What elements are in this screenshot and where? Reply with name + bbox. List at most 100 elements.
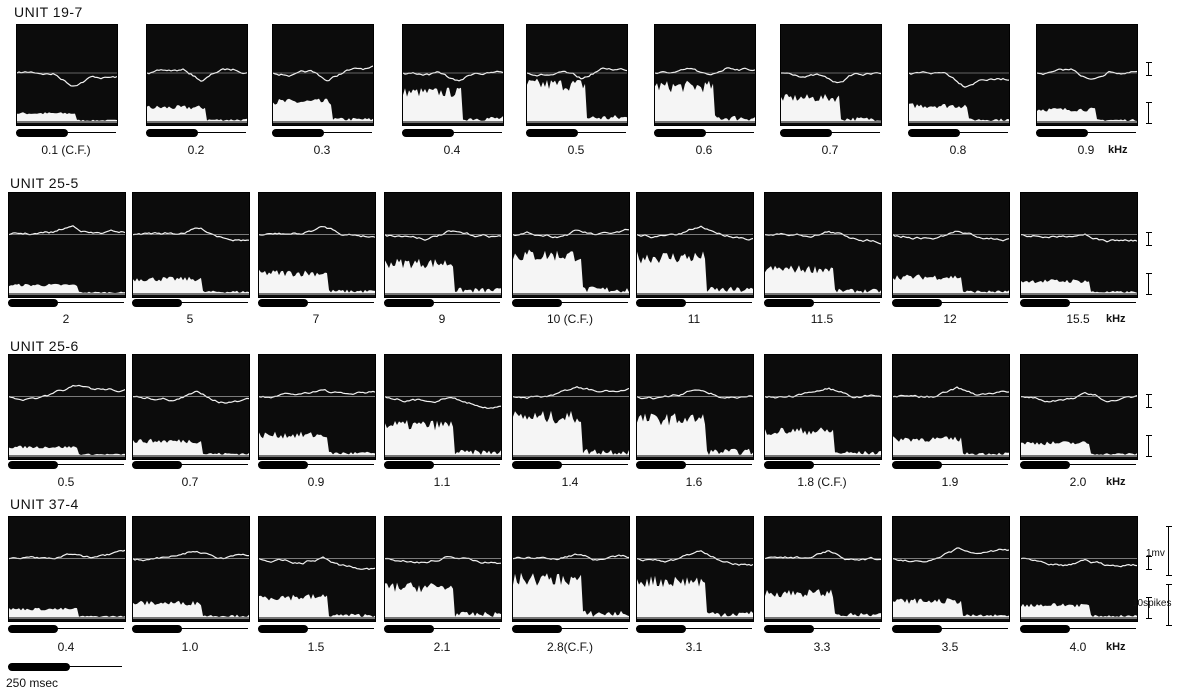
potential-trace: [133, 550, 249, 562]
spike-histogram: [513, 572, 629, 617]
potential-trace: [637, 389, 753, 400]
recording-panel: [764, 192, 882, 298]
stimulus-bar: [384, 624, 500, 634]
unit-title: UNIT 25-6: [10, 338, 79, 354]
recording-panel: [272, 24, 374, 126]
spike-histogram: [909, 103, 1009, 121]
recording-panel: [258, 192, 376, 298]
stimulus-bar: [636, 298, 752, 308]
potential-trace: [9, 384, 125, 402]
spike-histogram: [133, 276, 249, 293]
recording-panel: [526, 24, 628, 126]
recording-panel: [146, 24, 248, 126]
potential-trace: [147, 68, 247, 82]
stimulus-bar: [132, 460, 248, 470]
frequency-unit-label: kHz: [1106, 476, 1126, 488]
spike-histogram: [513, 410, 629, 455]
recording-panel: [16, 24, 118, 126]
spike-histogram: [893, 274, 1009, 293]
scale-spikes-label: 10spikes: [1132, 598, 1172, 609]
frequency-label: 1.5: [307, 640, 325, 654]
spike-histogram: [893, 598, 1009, 617]
frequency-label: 9: [438, 312, 446, 326]
recording-panel: [384, 516, 502, 622]
spike-histogram: [1021, 279, 1137, 293]
frequency-label: 3.1: [685, 640, 703, 654]
scale-mv-label: 1mv: [1146, 548, 1165, 559]
frequency-unit-label: kHz: [1106, 641, 1126, 653]
recording-panel: [636, 192, 754, 298]
unit-title: UNIT 37-4: [10, 496, 79, 512]
potential-trace: [655, 67, 755, 76]
frequency-label: 0.6: [695, 143, 713, 157]
frequency-label: 0.4: [57, 640, 75, 654]
spike-histogram: [259, 431, 375, 455]
stimulus-bar: [384, 460, 500, 470]
frequency-label: 11: [687, 312, 701, 326]
stimulus-bar: [892, 460, 1008, 470]
stimulus-bar: [892, 298, 1008, 308]
recording-panel: [132, 354, 250, 460]
potential-trace: [17, 71, 117, 87]
frequency-label: 3.5: [941, 640, 959, 654]
spike-histogram: [1037, 107, 1137, 121]
frequency-label: 12: [943, 312, 957, 326]
mv-scale-bar: [1146, 62, 1152, 76]
legend-mv-scale-bar: [1166, 526, 1172, 576]
frequency-label: 3.3: [813, 640, 831, 654]
mv-scale-bar: [1146, 231, 1152, 246]
spike-scale-bar: [1146, 435, 1152, 458]
potential-trace: [527, 67, 627, 80]
potential-trace: [893, 386, 1009, 399]
stimulus-bar: [780, 128, 880, 138]
potential-trace: [385, 230, 501, 241]
spike-histogram: [893, 436, 1009, 455]
stimulus-bar: [1020, 624, 1136, 634]
time-scale-label: 250 msec: [6, 676, 59, 690]
stimulus-bar: [892, 624, 1008, 634]
potential-trace: [259, 556, 375, 571]
stimulus-bar: [764, 298, 880, 308]
potential-trace: [259, 225, 375, 238]
potential-trace: [765, 387, 881, 399]
spike-histogram: [17, 112, 117, 121]
frequency-label: 2.8(C.F.): [546, 640, 593, 654]
spike-histogram: [637, 575, 753, 617]
recording-panel: [892, 192, 1010, 298]
spike-histogram: [385, 420, 501, 455]
stimulus-bar: [1020, 298, 1136, 308]
potential-trace: [513, 553, 629, 561]
recording-panel: [636, 516, 754, 622]
spike-histogram: [1021, 603, 1137, 617]
recording-panel: [764, 516, 882, 622]
potential-trace: [133, 390, 249, 404]
recording-panel: [1020, 192, 1138, 298]
frequency-label: 1.6: [685, 475, 703, 489]
frequency-label: 2: [62, 312, 70, 326]
potential-trace: [765, 230, 881, 245]
spike-histogram: [1021, 441, 1137, 455]
legend-spike-scale-bar: [1166, 584, 1172, 626]
spike-scale-bar: [1146, 102, 1152, 124]
frequency-label: 1.9: [941, 475, 959, 489]
spike-scale-bar: [1146, 273, 1152, 296]
recording-panel: [1020, 516, 1138, 622]
recording-panel: [892, 354, 1010, 460]
potential-trace: [909, 71, 1009, 88]
recording-panel: [512, 354, 630, 460]
stimulus-bar: [764, 624, 880, 634]
spike-histogram: [147, 105, 247, 121]
potential-trace: [893, 547, 1009, 563]
stimulus-bar: [402, 128, 502, 138]
time-scale-bar: [8, 662, 122, 672]
recording-panel: [1020, 354, 1138, 460]
frequency-unit-label: kHz: [1106, 313, 1126, 325]
spike-histogram: [781, 94, 881, 121]
stimulus-bar: [512, 460, 628, 470]
frequency-label: 0.1 (C.F.): [41, 143, 91, 157]
potential-trace: [781, 72, 881, 84]
recording-panel: [384, 192, 502, 298]
potential-trace: [1021, 233, 1137, 243]
stimulus-bar: [8, 460, 124, 470]
frequency-label: 1.0: [181, 640, 199, 654]
